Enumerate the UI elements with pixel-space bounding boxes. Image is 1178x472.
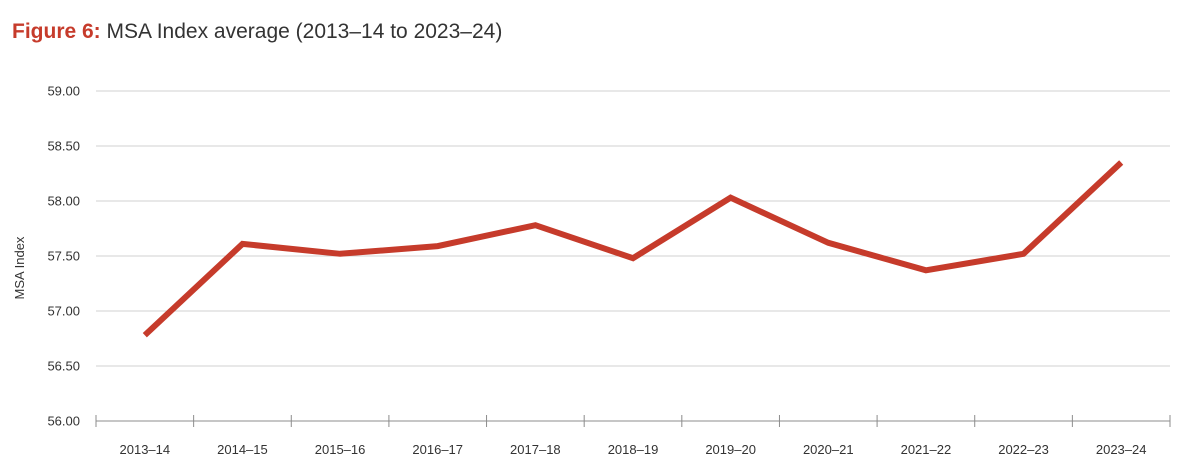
axes: 56.00 56.50 57.00 57.50 58.00 58.50 59.00 2013–… bbox=[47, 84, 1171, 457]
gridlines bbox=[96, 90, 1170, 367]
series bbox=[142, 160, 1124, 338]
y-axis-title: MSA Index bbox=[12, 236, 27, 299]
y-tick-label: 59.00 bbox=[47, 84, 80, 99]
figure-label: Figure 6: bbox=[12, 20, 101, 43]
y-tick-label: 57.50 bbox=[47, 249, 80, 264]
x-tick-label: 2023–24 bbox=[1096, 442, 1147, 457]
x-tick-label: 2021–22 bbox=[901, 442, 952, 457]
figure-title: MSA Index average (2013–14 to 2023–24) bbox=[106, 20, 503, 43]
y-tick-label: 58.50 bbox=[47, 139, 80, 154]
x-tick-label: 2022–23 bbox=[998, 442, 1049, 457]
x-tick-label: 2014–15 bbox=[217, 442, 268, 457]
series-line bbox=[142, 160, 1124, 338]
x-tick-label: 2015–16 bbox=[315, 442, 366, 457]
x-tick-label: 2017–18 bbox=[510, 442, 561, 457]
x-tick-label: 2018–19 bbox=[608, 442, 659, 457]
x-tick-label: 2016–17 bbox=[412, 442, 463, 457]
chart-title: Figure 6: MSA Index average (2013–14 to … bbox=[12, 20, 502, 44]
x-tick-label: 2020–21 bbox=[803, 442, 854, 457]
y-tick-label: 58.00 bbox=[47, 194, 80, 209]
y-tick-label: 56.50 bbox=[47, 359, 80, 374]
x-tick-label: 2013–14 bbox=[120, 442, 171, 457]
x-tick-label: 2019–20 bbox=[705, 442, 756, 457]
y-tick-label: 56.00 bbox=[47, 414, 80, 429]
y-tick-label: 57.00 bbox=[47, 304, 80, 319]
